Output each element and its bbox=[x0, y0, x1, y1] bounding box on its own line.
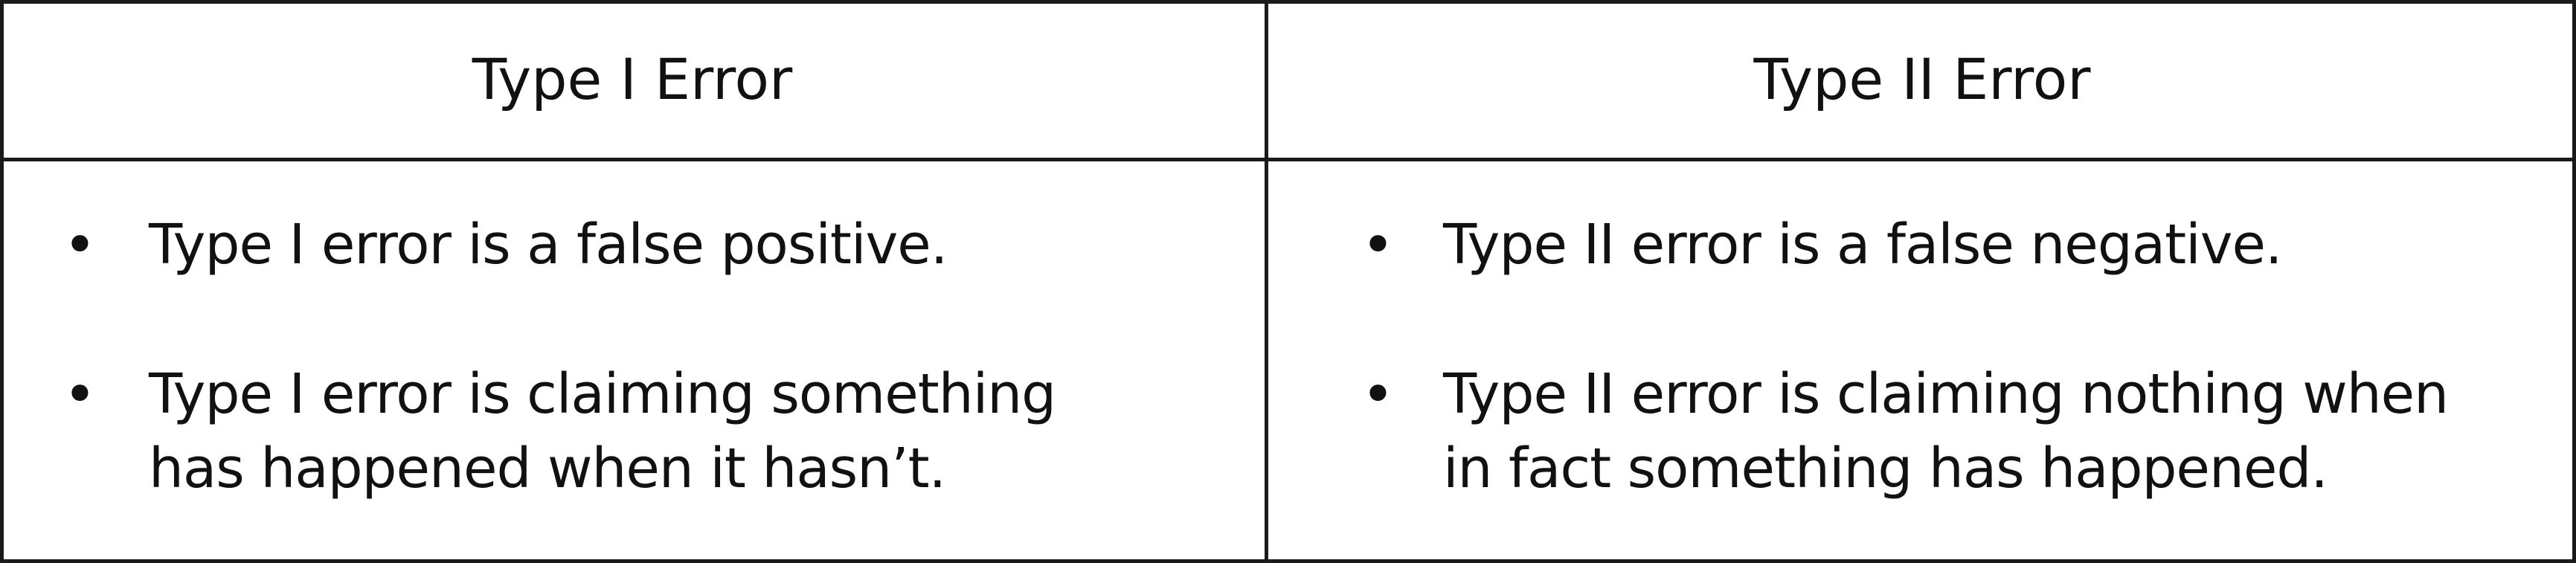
bullet-text: Type I error is a false positive. bbox=[149, 213, 948, 277]
bullet-text: Type II error is a false negative. bbox=[1443, 213, 2283, 277]
header-divider bbox=[0, 158, 2576, 161]
bullet-icon: • bbox=[63, 211, 97, 277]
bullet-icon: • bbox=[63, 361, 97, 427]
type-i-error-cell: • Type I error is a false positive. • Ty… bbox=[0, 161, 1265, 563]
bullet-text: Type I error is claiming something has h… bbox=[149, 362, 1056, 501]
header-type-ii-error: Type II Error bbox=[1753, 45, 2091, 112]
column-divider bbox=[1265, 0, 1268, 563]
bullet-icon: • bbox=[1361, 211, 1395, 277]
bullet-icon: • bbox=[1361, 361, 1395, 427]
header-type-i-error: Type I Error bbox=[472, 45, 793, 112]
bullet-text: Type II error is claiming nothing when i… bbox=[1443, 362, 2449, 501]
type-ii-error-cell: • Type II error is a false negative. • T… bbox=[1268, 161, 2576, 563]
